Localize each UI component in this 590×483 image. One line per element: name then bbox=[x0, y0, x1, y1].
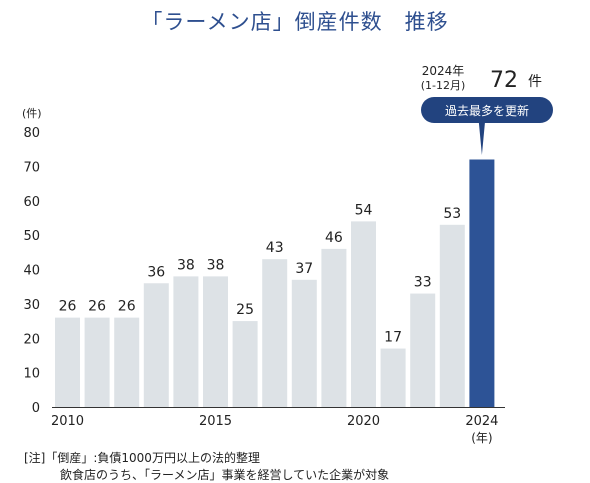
bar-2013 bbox=[143, 283, 169, 407]
record-badge-text: 過去最多を更新 bbox=[445, 103, 529, 118]
data-label-2021: 17 bbox=[384, 330, 402, 346]
data-label-2016: 25 bbox=[236, 302, 254, 318]
y-tick-label: 70 bbox=[23, 160, 40, 175]
bar-2015 bbox=[203, 276, 228, 407]
y-tick-label: 20 bbox=[23, 332, 40, 347]
bar-2011 bbox=[84, 317, 110, 407]
data-label-2012: 26 bbox=[118, 299, 136, 315]
bar-2024 bbox=[469, 159, 495, 407]
data-label-2014: 38 bbox=[177, 257, 195, 273]
annotation-value-unit: 件 bbox=[528, 74, 542, 90]
bar-2010 bbox=[55, 317, 80, 407]
y-tick-label: 40 bbox=[23, 264, 40, 279]
data-label-2023: 53 bbox=[443, 206, 461, 222]
x-tick-label: 2010 bbox=[51, 414, 84, 429]
x-tick-label: 2024 bbox=[465, 414, 498, 429]
data-label-2018: 37 bbox=[295, 261, 313, 277]
y-tick-label: 80 bbox=[23, 126, 40, 141]
bar-2018 bbox=[291, 279, 317, 407]
footnote-line-2: 飲食店のうち、「ラーメン店」事業を経営していた企業が対象 bbox=[60, 468, 390, 482]
bar-2023 bbox=[439, 224, 465, 407]
bar-2014 bbox=[173, 276, 199, 407]
y-tick-label: 60 bbox=[23, 195, 40, 210]
data-label-2015: 38 bbox=[207, 257, 225, 273]
annotation-period: (1-12月) bbox=[421, 79, 466, 92]
badge-pointer bbox=[478, 123, 485, 155]
data-label-2013: 36 bbox=[147, 264, 165, 280]
bar-2020 bbox=[351, 221, 376, 407]
y-tick-label: 50 bbox=[23, 229, 40, 244]
y-tick-label: 0 bbox=[32, 401, 40, 416]
bar-2017 bbox=[262, 259, 288, 407]
footnote-line-1: [注]「倒産」:負債1000万円以上の法的整理 bbox=[24, 451, 260, 465]
bar-2019 bbox=[321, 248, 347, 407]
y-axis-unit: (件) bbox=[22, 107, 42, 120]
x-tick-label: 2015 bbox=[199, 414, 232, 429]
y-tick-label: 10 bbox=[23, 367, 40, 382]
x-axis-unit: (年) bbox=[471, 431, 492, 445]
record-badge bbox=[421, 97, 553, 123]
data-label-2010: 26 bbox=[59, 299, 77, 315]
y-tick-label: 30 bbox=[23, 298, 40, 313]
bar-2012 bbox=[114, 317, 140, 407]
data-label-2011: 26 bbox=[88, 299, 106, 315]
data-label-2017: 43 bbox=[266, 240, 284, 256]
bar-2022 bbox=[410, 293, 436, 407]
bar-2021 bbox=[380, 348, 406, 407]
bar-2016 bbox=[232, 321, 258, 407]
data-label-2019: 46 bbox=[325, 230, 343, 246]
data-label-2022: 33 bbox=[414, 275, 432, 291]
chart-title: 「ラーメン店」倒産件数 推移 bbox=[141, 10, 449, 34]
annotation-value: 72 bbox=[490, 68, 518, 93]
annotation-year: 2024年 bbox=[422, 64, 465, 78]
data-label-2020: 54 bbox=[355, 202, 373, 218]
x-tick-label: 2020 bbox=[347, 414, 380, 429]
